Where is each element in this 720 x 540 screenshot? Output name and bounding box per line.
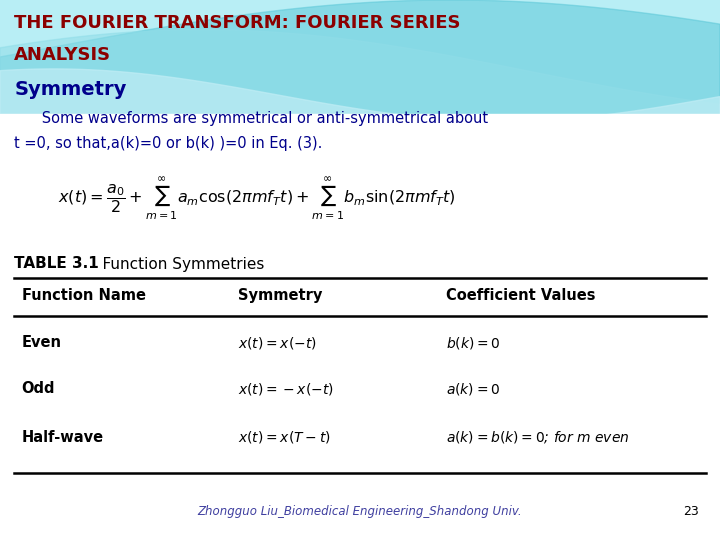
Text: $a(k) = 0$: $a(k) = 0$: [446, 381, 500, 397]
Text: Odd: Odd: [22, 381, 55, 396]
Text: $b(k) = 0$: $b(k) = 0$: [446, 335, 501, 351]
Text: Half-wave: Half-wave: [22, 430, 104, 445]
Text: Zhongguo Liu_Biomedical Engineering_Shandong Univ.: Zhongguo Liu_Biomedical Engineering_Shan…: [198, 505, 522, 518]
Text: $a(k) = b(k) = 0$; for $m$ even: $a(k) = b(k) = 0$; for $m$ even: [446, 429, 630, 445]
Text: TABLE 3.1: TABLE 3.1: [14, 256, 99, 272]
Text: Symmetry: Symmetry: [238, 288, 322, 303]
Text: ANALYSIS: ANALYSIS: [14, 46, 112, 64]
Text: Some waveforms are symmetrical or anti-symmetrical about: Some waveforms are symmetrical or anti-s…: [14, 111, 489, 126]
Text: 23: 23: [683, 505, 698, 518]
Text: $x(t) = x(-t)$: $x(t) = x(-t)$: [238, 335, 316, 351]
Text: THE FOURIER TRANSFORM: FOURIER SERIES: THE FOURIER TRANSFORM: FOURIER SERIES: [14, 14, 461, 31]
Text: t =0, so that,a(k)=0 or b(k) )=0 in Eq. (3).: t =0, so that,a(k)=0 or b(k) )=0 in Eq. …: [14, 136, 323, 151]
Text: Function Name: Function Name: [22, 288, 145, 303]
Text: Function Symmetries: Function Symmetries: [83, 256, 264, 272]
Text: $x(t) = x(T-t)$: $x(t) = x(T-t)$: [238, 429, 330, 445]
Text: $x\left(t\right) = \dfrac{a_0}{2} + \sum_{m=1}^{\infty} a_m \cos(2\pi m f_T t) +: $x\left(t\right) = \dfrac{a_0}{2} + \sum…: [58, 176, 456, 222]
Text: Symmetry: Symmetry: [14, 80, 127, 99]
Text: $x(t) = -x(-t)$: $x(t) = -x(-t)$: [238, 381, 333, 397]
Text: Even: Even: [22, 335, 62, 350]
Text: Coefficient Values: Coefficient Values: [446, 288, 596, 303]
